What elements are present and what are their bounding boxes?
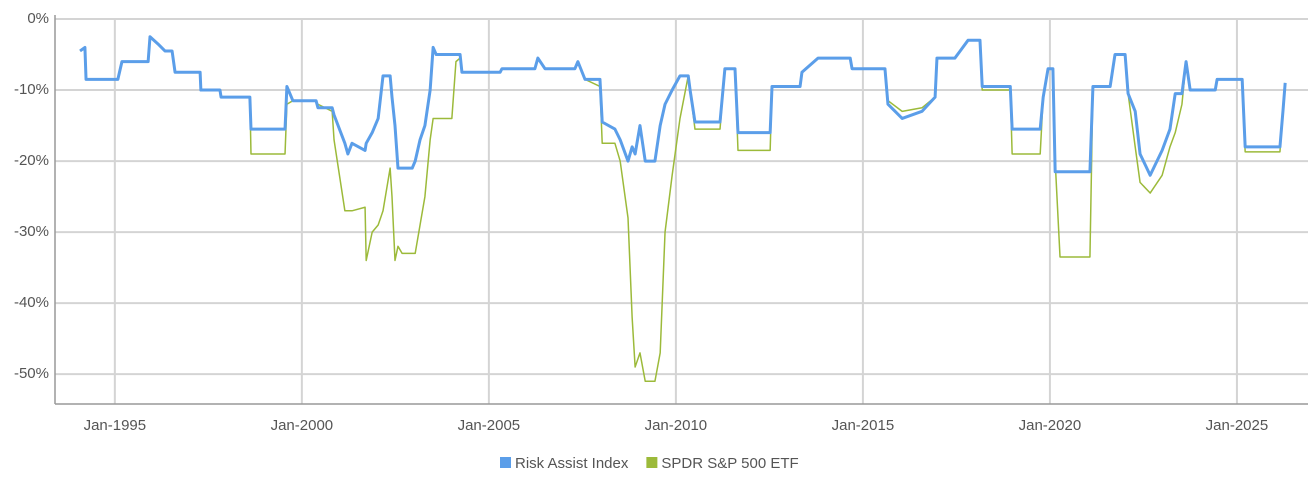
legend-label: SPDR S&P 500 ETF (661, 455, 798, 472)
legend: Risk Assist Index SPDR S&P 500 ETF (500, 455, 799, 472)
legend-swatch (646, 457, 658, 468)
x-tick-label: Jan-2020 (1019, 417, 1082, 434)
lines (79, 35, 1287, 383)
y-tick-label: 0% (27, 10, 49, 27)
y-tick-label: -40% (14, 294, 49, 311)
x-tick-label: Jan-2005 (458, 417, 521, 434)
series-line (79, 35, 1287, 177)
x-tick-label: Jan-2025 (1206, 417, 1269, 434)
y-tick-label: -30% (14, 223, 49, 240)
legend-swatch (500, 457, 511, 468)
y-tick-label: -20% (14, 152, 49, 169)
x-tick-label: Jan-2000 (271, 417, 334, 434)
x-tick-label: Jan-2015 (832, 417, 895, 434)
labels: 0% -10% -20% -30% -40% -50% Jan-1995 Jan-2000 Ja… (14, 10, 1268, 434)
grid (54, 15, 1308, 405)
legend-label: Risk Assist Index (515, 455, 629, 472)
series-line (79, 36, 1286, 383)
y-tick-label: -50% (14, 365, 49, 382)
y-tick-label: -10% (14, 81, 49, 98)
x-tick-label: Jan-2010 (645, 417, 708, 434)
x-tick-label: Jan-1995 (84, 417, 147, 434)
